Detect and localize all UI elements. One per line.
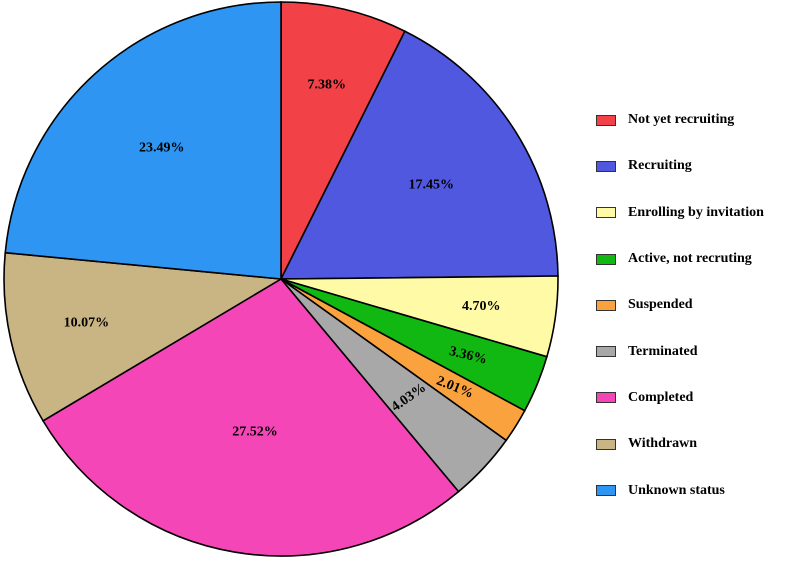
pie-slice-unknown-status	[4, 1, 282, 280]
legend-label: Terminated	[628, 343, 698, 359]
legend-item-suspended: Suspended	[596, 282, 764, 328]
legend-label: Active, not recruting	[628, 251, 752, 267]
legend-label: Completed	[628, 389, 694, 405]
pie-slices	[3, 1, 559, 557]
legend-label: Recruiting	[628, 158, 692, 174]
legend-swatch	[596, 253, 616, 265]
pie-slice-completed	[41, 277, 460, 557]
legend-swatch	[596, 392, 616, 404]
slice-label-not-yet-recruiting: 7.38%	[308, 77, 347, 92]
slice-label-completed: 27.52%	[232, 424, 278, 439]
slice-label-enrolling-by-invitation: 4.70%	[462, 299, 501, 314]
legend-swatch	[596, 207, 616, 219]
legend-item-withdrawn: Withdrawn	[596, 421, 764, 467]
slice-label-unknown-status: 23.49%	[139, 140, 185, 155]
slice-label-withdrawn: 10.07%	[64, 315, 110, 330]
legend-swatch	[596, 114, 616, 126]
legend-swatch	[596, 485, 616, 497]
pie-slice-recruiting	[279, 30, 559, 280]
legend-item-unknown-status: Unknown status	[596, 467, 764, 513]
legend-item-recruiting: Recruiting	[596, 143, 764, 189]
legend-swatch	[596, 346, 616, 358]
legend-item-enrolling-by-invitation: Enrolling by invitation	[596, 190, 764, 236]
legend-label: Withdrawn	[628, 436, 697, 452]
legend-label: Suspended	[628, 297, 693, 313]
pie-slice-withdrawn	[3, 251, 284, 422]
legend-item-terminated: Terminated	[596, 328, 764, 374]
legend-item-not-yet-recruiting: Not yet recruiting	[596, 97, 764, 143]
legend: Not yet recruiting Recruiting Enrolling …	[596, 97, 764, 514]
slice-label-recruiting: 17.45%	[409, 178, 455, 193]
legend-swatch	[596, 438, 616, 450]
legend-label: Not yet recruiting	[628, 112, 735, 128]
pie-slice-not-yet-recruiting	[280, 1, 406, 280]
legend-label: Unknown status	[628, 482, 725, 498]
legend-label: Enrolling by invitation	[628, 204, 764, 220]
legend-item-active-not-recruting: Active, not recruting	[596, 236, 764, 282]
legend-swatch	[596, 299, 616, 311]
legend-swatch	[596, 160, 616, 172]
legend-item-completed: Completed	[596, 375, 764, 421]
